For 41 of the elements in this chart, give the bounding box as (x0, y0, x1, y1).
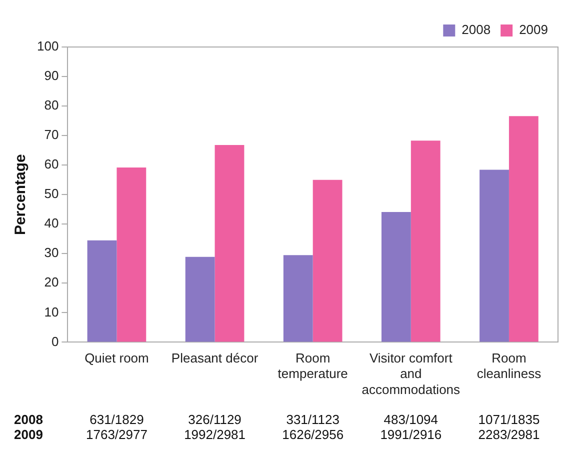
legend-label: 2009 (519, 22, 548, 38)
bar (185, 256, 215, 342)
y-tick-label: 20 (44, 274, 59, 290)
y-tick-label: 30 (44, 245, 59, 260)
x-tick-label: Room cleanliness (476, 350, 542, 382)
bar (480, 170, 509, 342)
data-label: 331/1123 (286, 412, 340, 427)
data-label: 1763/2977 (86, 426, 148, 442)
bar (410, 140, 440, 342)
bar (87, 240, 117, 342)
y-tick-label: 80 (44, 98, 59, 113)
y-tick-label: 60 (44, 156, 59, 172)
text: 2009 (14, 426, 43, 442)
bar (312, 180, 342, 342)
y-tick-label: 40 (44, 216, 59, 231)
data-label: 1071/1835 (478, 412, 540, 427)
data-label: 1991/2916 (380, 426, 442, 442)
data-label: 631/1829 (90, 412, 144, 427)
x-tick-label: Pleasant décor (171, 350, 259, 366)
legend-label: 2008 (462, 22, 491, 38)
data-label: 2283/2981 (478, 426, 540, 442)
x-tick-label: Visitor comfort and accommodations (362, 350, 461, 397)
bar (283, 255, 313, 342)
bar (381, 212, 411, 342)
bar (508, 116, 538, 342)
data-label: 326/1129 (188, 412, 242, 427)
y-tick-label: 50 (44, 186, 59, 202)
x-tick-label: Quiet room (84, 350, 149, 366)
y-tick-label: 70 (44, 127, 59, 142)
bar (116, 167, 146, 342)
text: 2008 (14, 412, 43, 427)
data-label: 1626/2956 (282, 426, 344, 442)
data-label: 483/1094 (384, 412, 438, 427)
x-tick-label: Room temperature (278, 350, 348, 382)
bar (214, 145, 244, 342)
y-axis-title: Percentage (12, 154, 30, 236)
data-label: 1992/2981 (184, 426, 246, 442)
y-tick-label: 90 (44, 68, 59, 84)
y-tick-label: 0 (51, 334, 59, 349)
y-tick-label: 100 (36, 38, 59, 54)
y-tick-label: 10 (44, 304, 59, 320)
